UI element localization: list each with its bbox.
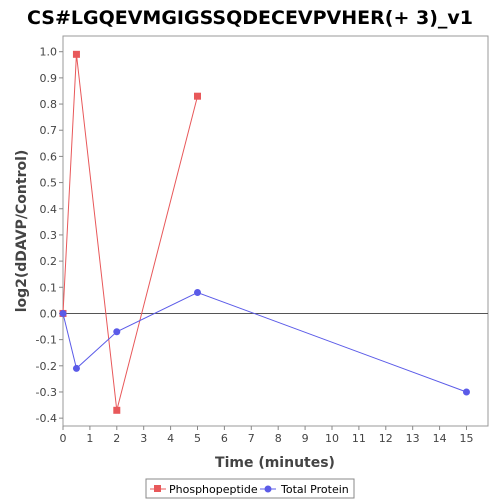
x-tick-label: 7 bbox=[248, 432, 255, 445]
x-axis: 0 1 2 3 4 5 6 7 8 9 10 11 12 13 14 15 bbox=[60, 426, 473, 445]
x-tick-label: 6 bbox=[221, 432, 228, 445]
y-tick-label: 0.6 bbox=[40, 150, 58, 163]
data-point bbox=[72, 50, 80, 58]
y-tick-label: 0.5 bbox=[40, 177, 58, 190]
legend-box bbox=[145, 478, 355, 499]
x-tick-label: 9 bbox=[302, 432, 309, 445]
data-point bbox=[59, 309, 67, 317]
data-point bbox=[193, 92, 201, 100]
x-tick-label: 13 bbox=[406, 432, 420, 445]
y-tick-label: 0.0 bbox=[40, 307, 58, 320]
legend-label: Total Protein bbox=[280, 483, 349, 496]
x-tick-label: 11 bbox=[352, 432, 366, 445]
y-tick-label: 0.4 bbox=[40, 203, 58, 216]
y-tick-label: 1.0 bbox=[40, 46, 58, 59]
plot-area bbox=[62, 35, 489, 427]
data-point bbox=[193, 289, 201, 297]
x-tick-label: 12 bbox=[379, 432, 393, 445]
y-tick-label: 0.7 bbox=[40, 124, 58, 137]
data-point bbox=[72, 364, 80, 372]
x-tick-label: 1 bbox=[86, 432, 93, 445]
y-tick-label: 0.9 bbox=[40, 72, 58, 85]
x-tick-label: 4 bbox=[167, 432, 174, 445]
y-tick-label: -0.2 bbox=[36, 360, 57, 373]
legend-swatch-square bbox=[154, 485, 161, 492]
y-tick-label: 0.2 bbox=[40, 255, 58, 268]
x-tick-label: 5 bbox=[194, 432, 201, 445]
legend-label: Phosphopeptide bbox=[169, 483, 258, 496]
y-tick-label: -0.3 bbox=[36, 386, 57, 399]
legend-swatch-circle bbox=[264, 485, 272, 493]
x-axis-label: Time (minutes) bbox=[215, 455, 335, 471]
data-point bbox=[113, 328, 121, 336]
legend-item-total-protein: Total Protein bbox=[260, 483, 349, 496]
legend: Phosphopeptide Total Protein bbox=[145, 478, 355, 499]
x-tick-label: 14 bbox=[433, 432, 447, 445]
data-point bbox=[113, 406, 121, 414]
plot-border bbox=[62, 35, 489, 427]
y-axis: -0.4 -0.3 -0.2 -0.1 0.0 0.1 0.2 0.3 0.4 0.5 0.6 0.7… bbox=[36, 46, 63, 425]
x-tick-label: 0 bbox=[60, 432, 67, 445]
y-tick-label: 0.8 bbox=[40, 98, 58, 111]
x-tick-label: 3 bbox=[140, 432, 147, 445]
chart-title: CS#LGQEVMGIGSSQDECEVPVHER(+ 3)_v1 bbox=[27, 7, 473, 29]
y-axis-label: log2(dDAVP/Control) bbox=[14, 150, 30, 313]
series-total-protein bbox=[59, 289, 470, 396]
y-tick-label: 0.1 bbox=[40, 281, 58, 294]
y-tick-label: -0.4 bbox=[36, 412, 57, 425]
series-layer bbox=[59, 50, 470, 414]
data-point bbox=[462, 388, 470, 396]
x-tick-label: 10 bbox=[325, 432, 339, 445]
x-tick-label: 2 bbox=[113, 432, 120, 445]
x-tick-label: 8 bbox=[275, 432, 282, 445]
legend-item-phosphopeptide: Phosphopeptide bbox=[150, 483, 258, 496]
y-tick-label: -0.1 bbox=[36, 334, 57, 347]
x-tick-label: 15 bbox=[459, 432, 473, 445]
y-tick-label: 0.3 bbox=[40, 229, 58, 242]
series-line bbox=[62, 54, 198, 411]
